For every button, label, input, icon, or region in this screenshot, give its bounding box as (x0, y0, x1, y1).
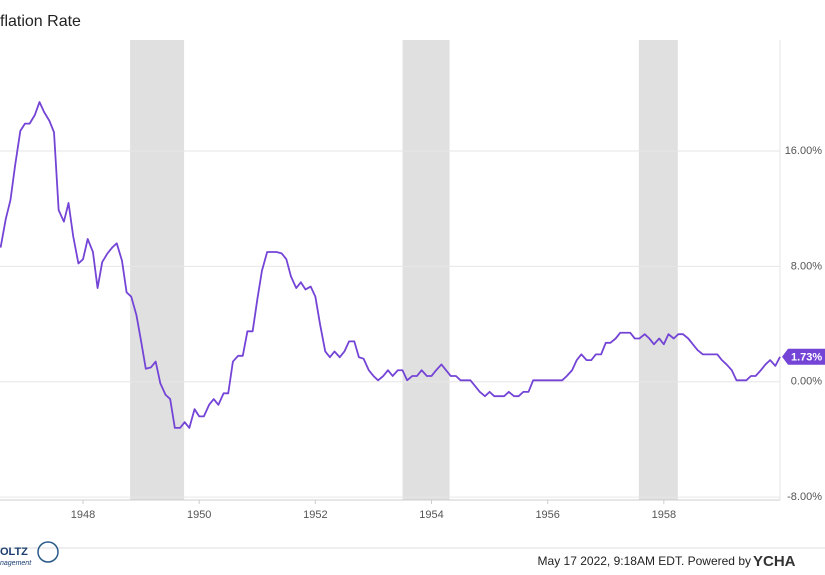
chart-title: flation Rate (0, 13, 81, 30)
x-tick-label: 1948 (71, 509, 95, 521)
footer-brand: YCHA (753, 553, 796, 570)
y-tick-label: 8.00% (791, 260, 822, 272)
logo-mark (37, 541, 59, 563)
x-tick-label: 1956 (535, 509, 559, 521)
value-label: 1.73% (791, 352, 822, 364)
y-tick-label: -8.00% (787, 491, 822, 503)
series-line (0, 101, 781, 429)
x-tick-label: 1958 (652, 509, 676, 521)
value-label-box (782, 348, 825, 365)
x-tick-label: 1954 (419, 509, 443, 521)
recession-band (402, 40, 450, 500)
x-tick-label: 1952 (303, 509, 327, 521)
y-tick-label: 16.00% (785, 145, 823, 157)
y-tick-label: 0.00% (791, 376, 822, 388)
x-tick-label: 1950 (187, 509, 211, 521)
footer-timestamp: May 17 2022, 9:18AM EDT. Powered by (538, 554, 751, 568)
logo-sub: nagement (0, 560, 32, 567)
recession-band (130, 40, 185, 500)
logo-name: OLTZ (0, 546, 28, 558)
recession-band (638, 40, 678, 500)
